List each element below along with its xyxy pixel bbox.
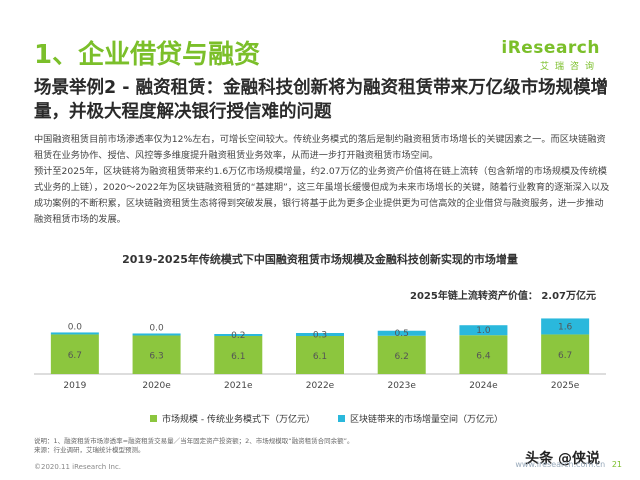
legend-swatch-traditional bbox=[150, 415, 157, 422]
data-label-blockchain-2023e: 0.5 bbox=[395, 329, 409, 339]
data-label-traditional-2019: 6.7 bbox=[68, 351, 82, 361]
body-text: 中国融资租赁目前市场渗透率仅为12%左右，可增长空间较大。传统业务模式的落后是制… bbox=[34, 132, 612, 228]
body-paragraph-2: 预计至2025年，区块链将为融资租赁带来约1.6万亿市场规模增量，约2.07万亿… bbox=[34, 166, 610, 225]
data-label-traditional-2023e: 6.2 bbox=[395, 352, 409, 362]
data-label-traditional-2024e: 6.4 bbox=[476, 352, 491, 362]
x-tick-label-2024e: 2024e bbox=[469, 381, 498, 391]
x-tick-label-2020e: 2020e bbox=[142, 381, 171, 391]
watermark: 头条 @侠说 bbox=[525, 451, 600, 467]
bar-blockchain-2023e bbox=[377, 330, 426, 336]
logo-brand: iResearch bbox=[501, 38, 600, 58]
bar-blockchain-2019 bbox=[50, 332, 99, 335]
note-line-2: 来源：行业调研，艾瑞统计模型预测。 bbox=[34, 446, 145, 454]
legend-label-blockchain: 区块链带来的市场增量空间（万亿元） bbox=[350, 415, 504, 425]
x-tick-label-2019: 2019 bbox=[63, 381, 86, 391]
headline: 场景举例2 - 融资租赁：金融科技创新将为融资租赁带来万亿级市场规模增量，并极大… bbox=[34, 78, 609, 122]
chart-notes: 说明：1、融资租赁市场渗透率=融资租赁交易量／当年固定资产投资额；2、市场规模取… bbox=[34, 437, 353, 455]
data-label-blockchain-2020e: 0.0 bbox=[149, 323, 164, 333]
bar-blockchain-2021e bbox=[214, 334, 263, 336]
bar-blockchain-2020e bbox=[132, 333, 181, 336]
bar-traditional-2025e bbox=[541, 334, 590, 374]
data-label-blockchain-2019: 0.0 bbox=[68, 322, 83, 332]
bar-blockchain-2024e bbox=[459, 325, 508, 336]
bar-blockchain-2025e bbox=[541, 318, 590, 335]
data-label-traditional-2021e: 6.1 bbox=[231, 352, 245, 362]
data-label-blockchain-2022e: 0.3 bbox=[313, 331, 327, 341]
data-label-traditional-2025e: 6.7 bbox=[558, 351, 572, 361]
logo-subtitle: 艾瑞咨询 bbox=[539, 62, 600, 72]
legend-item-traditional: 市场规模 - 传统业务模式下（万亿元） bbox=[150, 412, 315, 425]
legend-item-blockchain: 区块链带来的市场增量空间（万亿元） bbox=[338, 412, 503, 425]
data-label-blockchain-2021e: 0.2 bbox=[231, 331, 245, 341]
website-link[interactable]: www.iresearch.com.cn bbox=[515, 460, 606, 469]
bar-traditional-2019 bbox=[50, 334, 99, 374]
data-label-blockchain-2025e: 1.6 bbox=[558, 322, 573, 332]
x-tick-label-2021e: 2021e bbox=[224, 381, 253, 391]
note-line-1: 说明：1、融资租赁市场渗透率=融资租赁交易量／当年固定资产投资额；2、市场规模取… bbox=[34, 437, 354, 445]
data-label-traditional-2022e: 6.1 bbox=[313, 352, 327, 362]
x-tick-label-2025e: 2025e bbox=[551, 381, 580, 391]
x-tick-label-2023e: 2023e bbox=[387, 381, 416, 391]
section-title: 1、企业借贷与融资 bbox=[34, 40, 261, 70]
bar-blockchain-2022e bbox=[296, 333, 344, 336]
footer-site: www.iresearch.com.cn 21 bbox=[515, 460, 622, 469]
body-paragraph-1: 中国融资租赁目前市场渗透率仅为12%左右，可增长空间较大。传统业务模式的落后是制… bbox=[34, 134, 606, 161]
data-label-blockchain-2024e: 1.0 bbox=[476, 326, 491, 336]
x-tick-label-2022e: 2022e bbox=[306, 381, 335, 391]
legend-label-traditional: 市场规模 - 传统业务模式下（万亿元） bbox=[162, 415, 315, 425]
iresearch-logo: iResearch 艾瑞咨询 bbox=[501, 38, 600, 72]
bar-chart: 6.7 0.0 2019 6.3 0.0 2020e 6.1 0.2 2021e 6.1 0.3 20… bbox=[34, 318, 606, 391]
data-label-traditional-2020e: 6.3 bbox=[149, 352, 163, 362]
bar-traditional-2023e bbox=[377, 335, 426, 374]
chart-title: 2019-2025年传统模式下中国融资租赁市场规模及金融科技创新实现的市场增量 bbox=[122, 253, 518, 266]
legend-swatch-blockchain bbox=[338, 415, 345, 422]
bar-traditional-2024e bbox=[459, 335, 508, 374]
chart-annotation: 2025年链上流转资产价值： 2.07万亿元 bbox=[410, 291, 596, 302]
bar-traditional-2022e bbox=[296, 336, 344, 374]
copyright: ©2020.11 iResearch Inc. bbox=[34, 463, 122, 471]
bar-traditional-2020e bbox=[132, 335, 181, 374]
page-number: 21 bbox=[611, 460, 622, 469]
bar-traditional-2021e bbox=[214, 336, 263, 374]
